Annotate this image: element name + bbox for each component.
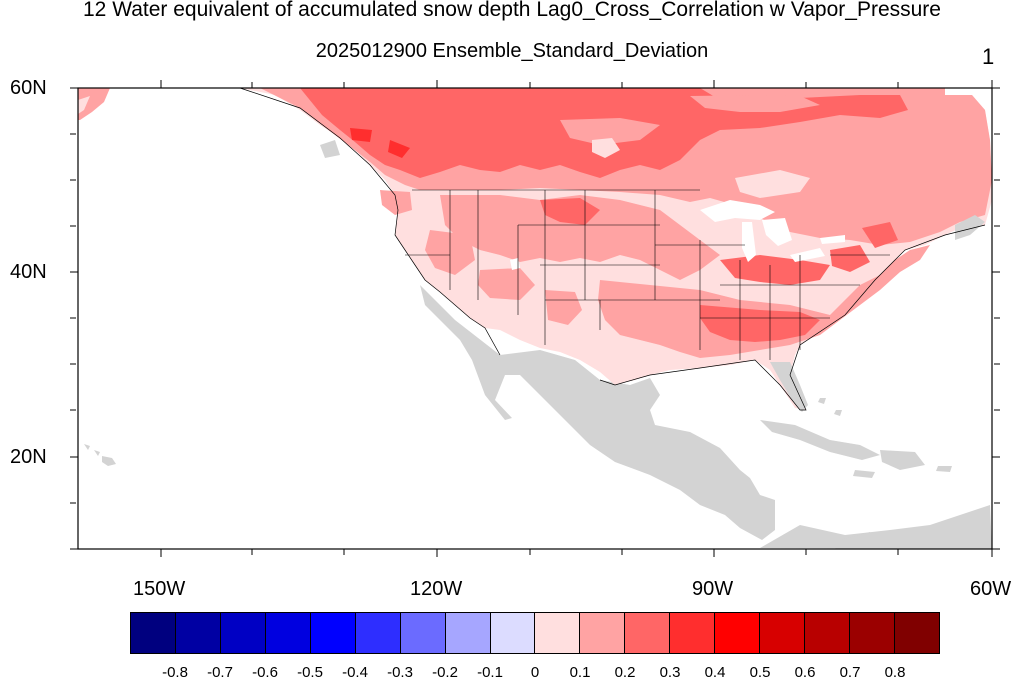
colorbar-label: -0.5: [297, 664, 323, 681]
land-cuba: [760, 420, 880, 460]
panel-number: 1: [982, 44, 995, 69]
region-us-0.2-north: [440, 195, 720, 280]
colorbar-box: [175, 613, 221, 653]
colorbar-box: [715, 613, 761, 653]
land-hawaii: [84, 444, 116, 466]
lon-label-150w: 150W: [133, 578, 186, 600]
colorbar-label: 0.1: [569, 664, 591, 681]
lake-michigan: [742, 222, 756, 262]
lon-label-120w: 120W: [410, 578, 463, 600]
colorbar-label: 0: [530, 664, 540, 681]
colorbar-label: -0.2: [432, 664, 458, 681]
colorbar-label: -0.6: [252, 664, 278, 681]
lake-superior: [700, 200, 775, 222]
colorbar-box: [400, 613, 446, 653]
lat-label-40n: 40N: [10, 261, 47, 283]
lake-huron: [762, 218, 792, 246]
colorbar-label: -0.7: [207, 664, 233, 681]
colorbar-box: [490, 613, 536, 653]
colorbar-box: [625, 613, 671, 653]
colorbar-label: -0.3: [387, 664, 413, 681]
colorbar-box: [850, 613, 895, 653]
colorbar-labels: -0.8 -0.7 -0.6 -0.5 -0.4 -0.3 -0.2 -0.1 0 0.1 0.2 0…: [130, 664, 940, 684]
colorbar-box: [805, 613, 850, 653]
lon-label-90w: 90W: [692, 578, 734, 600]
colorbar-label: -0.8: [162, 664, 188, 681]
colorbar-label: 0.2: [614, 664, 636, 681]
land-south-america: [760, 505, 992, 549]
colorbar: [130, 612, 940, 654]
lat-label-20n: 20N: [10, 446, 47, 468]
colorbar-box: [265, 613, 311, 653]
colorbar-label: 0.5: [749, 664, 771, 681]
land-florida: [770, 362, 808, 412]
colorbar-label: -0.4: [342, 664, 368, 681]
colorbar-label: 0.8: [884, 664, 906, 681]
colorbar-box: [760, 613, 806, 653]
map-ticks: [70, 80, 1000, 557]
lat-label-60n: 60N: [10, 77, 47, 99]
colorbar-box: [670, 613, 716, 653]
land-alaska: [78, 88, 110, 120]
lon-label-60w: 60W: [970, 578, 1012, 600]
colorbar-box: [310, 613, 356, 653]
colorbar-box: [131, 613, 176, 653]
plot-title: 12 Water equivalent of accumulated snow …: [83, 0, 941, 21]
colorbar-box: [355, 613, 401, 653]
colorbar-label: 0.4: [704, 664, 726, 681]
plot-subtitle: 2025012900 Ensemble_Standard_Deviation: [315, 40, 709, 62]
colorbar-label: -0.1: [477, 664, 503, 681]
colorbar-box: [894, 613, 939, 653]
land-hispaniola: [880, 450, 925, 470]
colorbar-box: [535, 613, 581, 653]
coastline: [239, 87, 986, 411]
region-us-0.3-southeast: [700, 305, 820, 342]
state-borders: [405, 189, 890, 360]
colorbar-box: [445, 613, 491, 653]
region-us-0.2-southeast: [598, 245, 930, 358]
colorbar-box: [220, 613, 266, 653]
map-frame: [77, 87, 993, 550]
land-mexico-central-america: [420, 285, 775, 540]
colorbar-label: 0.3: [659, 664, 681, 681]
colorbar-label: 0.7: [839, 664, 861, 681]
colorbar-box: [580, 613, 626, 653]
colorbar-label: 0.6: [794, 664, 816, 681]
